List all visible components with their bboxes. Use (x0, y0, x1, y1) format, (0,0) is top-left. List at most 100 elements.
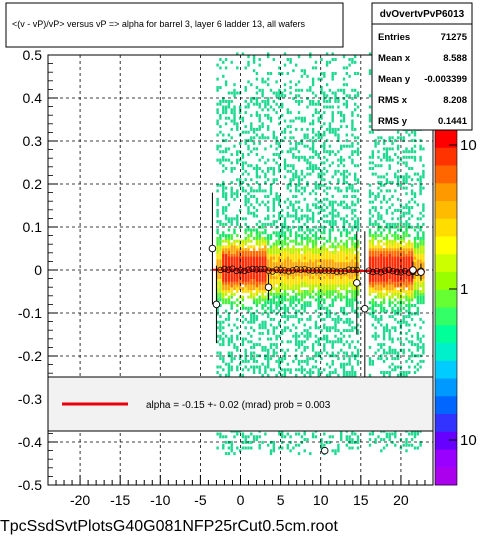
heatmap-cell (272, 200, 275, 204)
heatmap-cell (222, 74, 225, 78)
heatmap-cell (380, 449, 383, 453)
heatmap-cell (394, 245, 397, 249)
heatmap-cell (377, 242, 380, 246)
heatmap-cell (314, 259, 318, 263)
heatmap-cell (331, 228, 334, 232)
heatmap-cell (303, 245, 306, 249)
heatmap-cell (224, 245, 228, 249)
heatmap-cell (241, 432, 245, 436)
heatmap-cell (394, 172, 397, 176)
heatmap-cell (278, 276, 281, 279)
heatmap-cell (331, 298, 334, 302)
heatmap-cell (264, 228, 267, 232)
heatmap-cell (233, 278, 236, 282)
heatmap-cell (252, 259, 256, 263)
heatmap-cell (311, 220, 315, 224)
heatmap-cell (272, 443, 275, 447)
heatmap-cell (380, 245, 383, 249)
heatmap-cell (394, 278, 397, 282)
heatmap-cell (286, 340, 289, 344)
heatmap-cell (306, 88, 309, 92)
heatmap-cell (311, 155, 315, 159)
heatmap-cell (295, 343, 298, 347)
heatmap-cell (354, 214, 357, 218)
heatmap-cell (252, 343, 256, 347)
heatmap-cell (325, 253, 329, 257)
heatmap-cell (325, 334, 329, 338)
heatmap-cell (340, 317, 343, 321)
heatmap-cell (396, 236, 400, 240)
heatmap-cell (356, 273, 360, 277)
colorbar-cell (435, 360, 457, 379)
heatmap-cell (323, 167, 326, 170)
heatmap-cell (396, 161, 400, 165)
heatmap-cell (348, 273, 351, 277)
heatmap-cell (252, 301, 256, 305)
heatmap-cell (422, 186, 425, 190)
heatmap-cell (408, 208, 411, 212)
heatmap-cell (281, 306, 284, 310)
profile-point (325, 267, 332, 274)
heatmap-cell (236, 326, 239, 330)
heatmap-cell (405, 320, 408, 324)
heatmap-cell (311, 343, 315, 347)
heatmap-cell (255, 113, 259, 117)
heatmap-cell (258, 113, 261, 117)
heatmap-cell (258, 267, 261, 271)
heatmap-cell (323, 348, 326, 352)
heatmap-cell (272, 262, 275, 265)
colorbar-cell (435, 201, 457, 220)
heatmap-cell (314, 239, 318, 243)
heatmap-cell (323, 253, 326, 257)
heatmap-cell (241, 320, 245, 324)
heatmap-cell (394, 259, 397, 263)
heatmap-cell (292, 359, 295, 363)
heatmap-cell (356, 256, 360, 260)
heatmap-cell (405, 256, 408, 260)
heatmap-cell (323, 345, 326, 349)
heatmap-cell (250, 440, 253, 444)
heatmap-cell (345, 312, 348, 316)
heatmap-cell (219, 270, 222, 274)
profile-point (285, 268, 292, 275)
heatmap-cell (224, 334, 228, 338)
heatmap-cell (331, 208, 334, 212)
heatmap-cell (297, 273, 301, 277)
heatmap-cell (334, 317, 337, 321)
heatmap-cell (396, 262, 400, 265)
heatmap-cell (408, 365, 411, 369)
heatmap-cell (380, 200, 383, 204)
heatmap-cell (281, 340, 284, 344)
heatmap-cell (295, 331, 298, 335)
heatmap-cell (413, 276, 417, 279)
heatmap-cell (297, 150, 301, 154)
heatmap-cell (337, 446, 340, 450)
heatmap-cell (250, 287, 253, 291)
heatmap-cell (388, 164, 391, 168)
heatmap-cell (272, 158, 275, 162)
heatmap-cell (227, 116, 231, 120)
heatmap-cell (278, 292, 281, 296)
heatmap-cell (314, 186, 318, 190)
heatmap-cell (306, 259, 309, 263)
heatmap-cell (320, 72, 323, 75)
heatmap-cell (382, 348, 386, 352)
heatmap-cell (238, 111, 242, 115)
heatmap-cell (337, 189, 340, 193)
heatmap-cell (236, 317, 239, 321)
heatmap-cell (356, 446, 360, 450)
x-tick-label: 20 (393, 492, 409, 508)
heatmap-cell (354, 164, 357, 168)
heatmap-cell (323, 323, 326, 327)
heatmap-cell (309, 253, 312, 257)
heatmap-cell (351, 211, 354, 215)
heatmap-cell (354, 256, 357, 260)
heatmap-cell (388, 225, 391, 229)
heatmap-cell (354, 60, 357, 64)
heatmap-cell (264, 80, 267, 84)
heatmap-cell (278, 284, 281, 288)
heatmap-cell (382, 141, 386, 145)
heatmap-cell (244, 139, 247, 143)
heatmap-cell (314, 133, 318, 137)
heatmap-cell (408, 264, 411, 268)
